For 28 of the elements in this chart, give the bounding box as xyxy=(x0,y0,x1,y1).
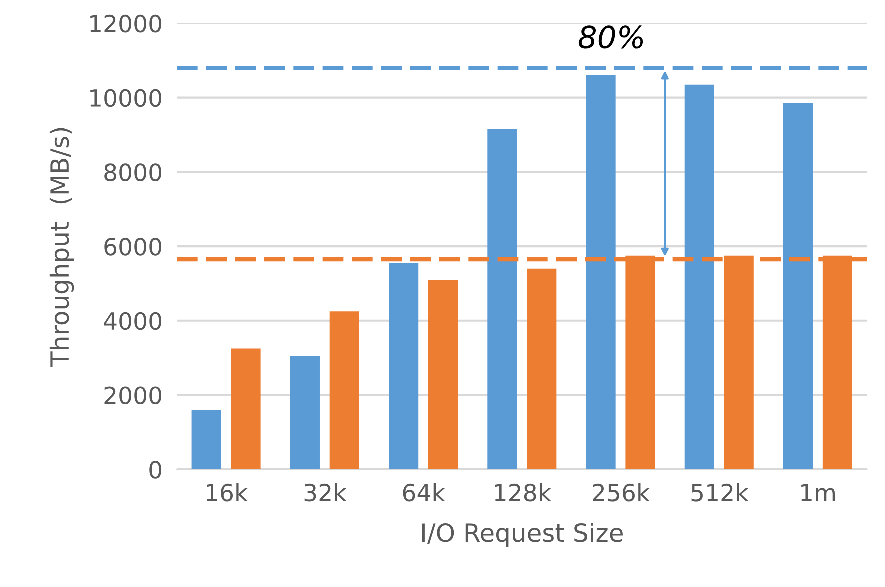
annotation: 80% xyxy=(578,26,644,49)
y-tick-label: 8000 xyxy=(104,164,162,182)
bar xyxy=(783,103,814,470)
y-tick-label: 0 xyxy=(150,461,162,479)
x-tick-label: 16k xyxy=(207,483,248,502)
y-tick-label: 2000 xyxy=(104,386,162,405)
bar xyxy=(428,280,458,470)
x-tick-label: 32k xyxy=(304,483,347,502)
bar xyxy=(527,268,557,470)
x-axis-title: I/O Request Size xyxy=(422,523,623,548)
y-tick-label: 4000 xyxy=(104,312,162,330)
x-tick-label: 256k xyxy=(593,483,650,502)
y-tick-label: 6000 xyxy=(104,238,162,256)
y-tick-label: 10000 xyxy=(90,89,162,108)
bar xyxy=(330,312,360,470)
bar xyxy=(586,76,616,470)
y-tick-label: 12000 xyxy=(90,14,162,33)
bar xyxy=(231,348,261,470)
y-axis-title: Throughput (MB/s) xyxy=(50,128,74,367)
x-tick-label: 64k xyxy=(403,483,446,502)
x-tick-label: 512k xyxy=(692,483,749,502)
bar xyxy=(290,356,320,470)
x-tick-label: 1m xyxy=(802,484,835,502)
bar xyxy=(684,84,714,470)
bar xyxy=(389,263,419,470)
x-tick-label: 128k xyxy=(495,483,552,502)
bar xyxy=(488,129,518,470)
bar xyxy=(192,410,222,470)
